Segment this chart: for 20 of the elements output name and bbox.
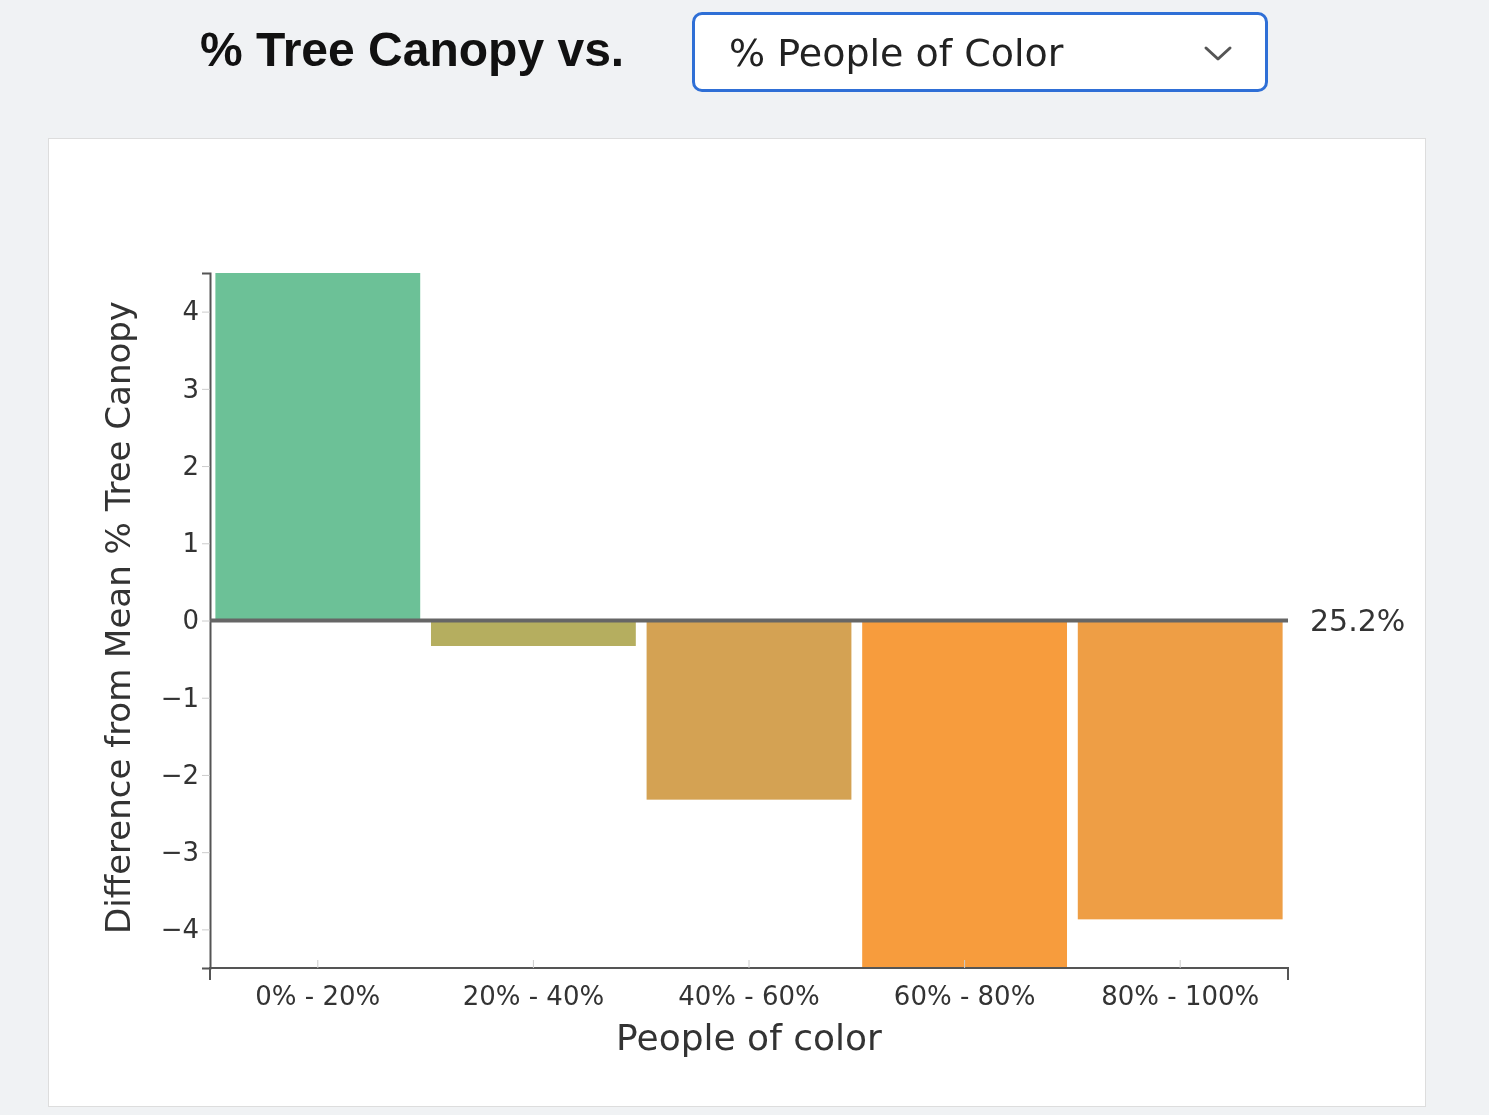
- text: 25.2%: [1310, 603, 1406, 638]
- y-tick-label: −2: [160, 759, 199, 790]
- x-tick-label: 40% - 60%: [678, 980, 820, 1011]
- y-tick-label: −1: [160, 682, 199, 713]
- x-axis-title: People of color: [616, 1017, 883, 1058]
- y-tick-label: 1: [182, 528, 199, 559]
- x-tick-label: 60% - 80%: [893, 980, 1036, 1011]
- x-tick-label: 80% - 100%: [1101, 980, 1260, 1011]
- y-tick-label: −4: [160, 914, 199, 945]
- x-tick-label: 0% - 20%: [255, 980, 381, 1011]
- y-axis-title: Difference from Mean % Tree Canopy: [98, 301, 138, 934]
- dropdown-field: % People of Color: [692, 12, 1268, 92]
- x-tick-label: 20% - 40%: [462, 980, 605, 1011]
- chart-title: % Tree Canopy vs.: [200, 22, 625, 77]
- y-tick-label: −3: [160, 836, 199, 867]
- chart-subtitle: % People of Color: [729, 31, 1064, 75]
- y-tick-label: 2: [182, 450, 199, 481]
- y-tick-label: 3: [182, 373, 199, 404]
- y-tick-label: 0: [182, 605, 199, 636]
- y-tick-label: 4: [182, 296, 199, 327]
